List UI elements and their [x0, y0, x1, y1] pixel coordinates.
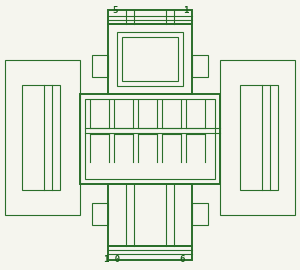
Bar — [240, 85, 278, 190]
Bar — [92, 55, 108, 77]
Bar — [5, 60, 80, 215]
Text: 1 0: 1 0 — [104, 255, 121, 264]
Bar — [85, 99, 215, 179]
Bar — [122, 37, 178, 81]
Bar — [192, 203, 208, 225]
Text: 1: 1 — [183, 6, 188, 15]
Bar — [220, 60, 295, 215]
Bar — [108, 246, 192, 260]
Bar — [80, 94, 220, 184]
Bar — [108, 184, 192, 246]
Bar — [108, 24, 192, 94]
Bar — [92, 203, 108, 225]
Text: 5: 5 — [113, 6, 118, 15]
Bar — [117, 32, 183, 86]
Text: 6: 6 — [180, 255, 185, 264]
Bar — [192, 55, 208, 77]
Bar — [22, 85, 60, 190]
Bar — [108, 10, 192, 24]
